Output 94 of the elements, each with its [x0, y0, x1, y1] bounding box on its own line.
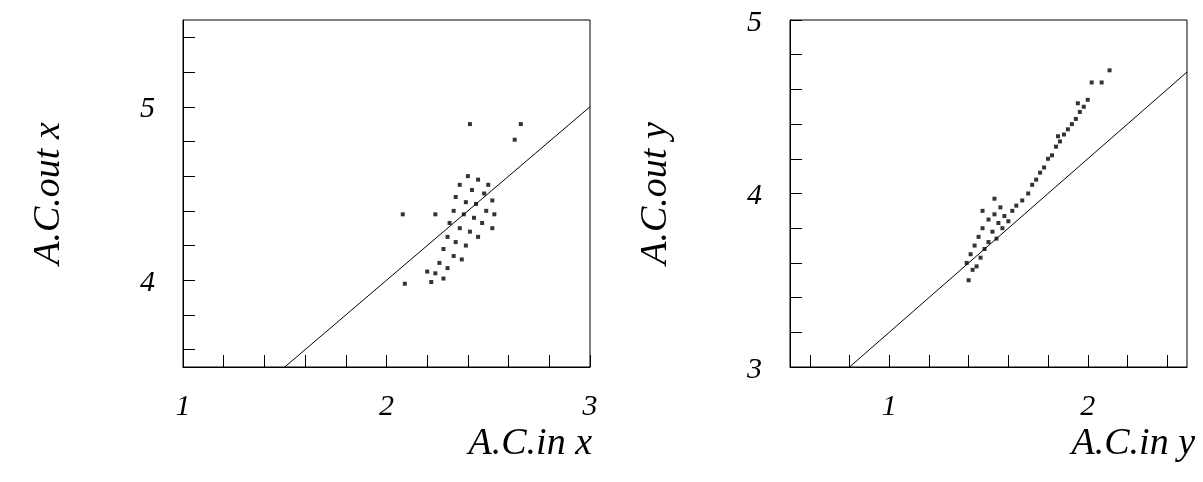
point — [469, 188, 474, 193]
y-axis-title: A.C.out y — [632, 122, 674, 268]
point — [976, 234, 981, 239]
point — [1057, 139, 1062, 144]
point — [1050, 153, 1055, 158]
point — [980, 226, 985, 231]
point — [463, 200, 468, 205]
y-axis-title: A.C.out x — [25, 122, 67, 268]
y-tick-label: 4 — [140, 263, 155, 297]
point — [986, 240, 991, 245]
point — [1002, 214, 1007, 219]
point — [1085, 97, 1090, 102]
point — [490, 226, 495, 231]
point — [1107, 68, 1112, 73]
x-tick-label: 1 — [881, 387, 897, 421]
point — [451, 208, 456, 213]
x-tick-label: 2 — [379, 387, 394, 421]
point — [1077, 109, 1082, 114]
point — [1020, 198, 1025, 203]
point — [996, 220, 1001, 225]
point — [1026, 191, 1031, 196]
point — [457, 182, 462, 187]
point — [1073, 116, 1078, 121]
point — [480, 220, 485, 225]
point — [437, 260, 442, 265]
point — [978, 255, 983, 260]
point — [1014, 203, 1019, 208]
point — [972, 243, 977, 248]
point — [1042, 165, 1047, 170]
point — [1000, 226, 1005, 231]
point — [429, 279, 434, 284]
point — [453, 240, 458, 245]
point — [1099, 80, 1104, 85]
point — [1030, 182, 1035, 187]
point — [1010, 208, 1015, 213]
point — [980, 208, 985, 213]
point — [1069, 122, 1074, 127]
point — [1065, 127, 1070, 132]
point — [492, 212, 497, 217]
x-tick-label: 3 — [581, 387, 598, 421]
point — [992, 196, 997, 201]
point — [998, 205, 1003, 210]
point — [986, 217, 991, 222]
point — [1089, 80, 1094, 85]
point — [484, 208, 489, 213]
y-tick-label: 5 — [140, 90, 155, 124]
point — [441, 276, 446, 281]
point — [1081, 104, 1086, 109]
point — [465, 174, 470, 179]
point — [966, 278, 971, 283]
point — [459, 257, 464, 262]
point — [476, 234, 481, 239]
point — [512, 137, 517, 142]
point — [402, 281, 407, 286]
point — [490, 198, 495, 203]
point — [968, 252, 973, 257]
point — [486, 182, 491, 187]
y-tick-label: 5 — [747, 3, 762, 37]
point — [433, 212, 438, 217]
point — [1055, 134, 1060, 139]
point — [990, 229, 995, 234]
point — [445, 234, 450, 239]
point — [1053, 144, 1058, 149]
point — [451, 253, 456, 258]
point — [1046, 156, 1051, 161]
x-axis-title: A.C.in y — [1068, 420, 1196, 462]
point — [447, 220, 452, 225]
x-tick-label: 1 — [175, 387, 191, 421]
point — [1038, 170, 1043, 175]
point — [467, 229, 472, 234]
point — [1075, 101, 1080, 106]
x-axis-title: A.C.in x — [465, 420, 593, 462]
point — [472, 215, 477, 220]
x-tick-label: 2 — [1080, 387, 1096, 421]
point — [1034, 177, 1039, 182]
point — [1061, 132, 1066, 137]
point — [476, 177, 481, 182]
point — [1006, 219, 1011, 224]
point — [482, 191, 487, 196]
point — [433, 271, 438, 276]
point — [441, 247, 446, 252]
point — [400, 212, 405, 217]
y-tick-label: 4 — [747, 177, 762, 210]
point — [463, 243, 468, 248]
point — [453, 194, 458, 199]
point — [467, 122, 472, 127]
point — [974, 264, 979, 269]
point — [425, 269, 430, 274]
point — [518, 122, 523, 127]
point — [970, 267, 975, 272]
point — [992, 212, 997, 217]
point — [445, 266, 450, 271]
y-tick-label: 3 — [746, 350, 762, 384]
point — [457, 226, 462, 231]
